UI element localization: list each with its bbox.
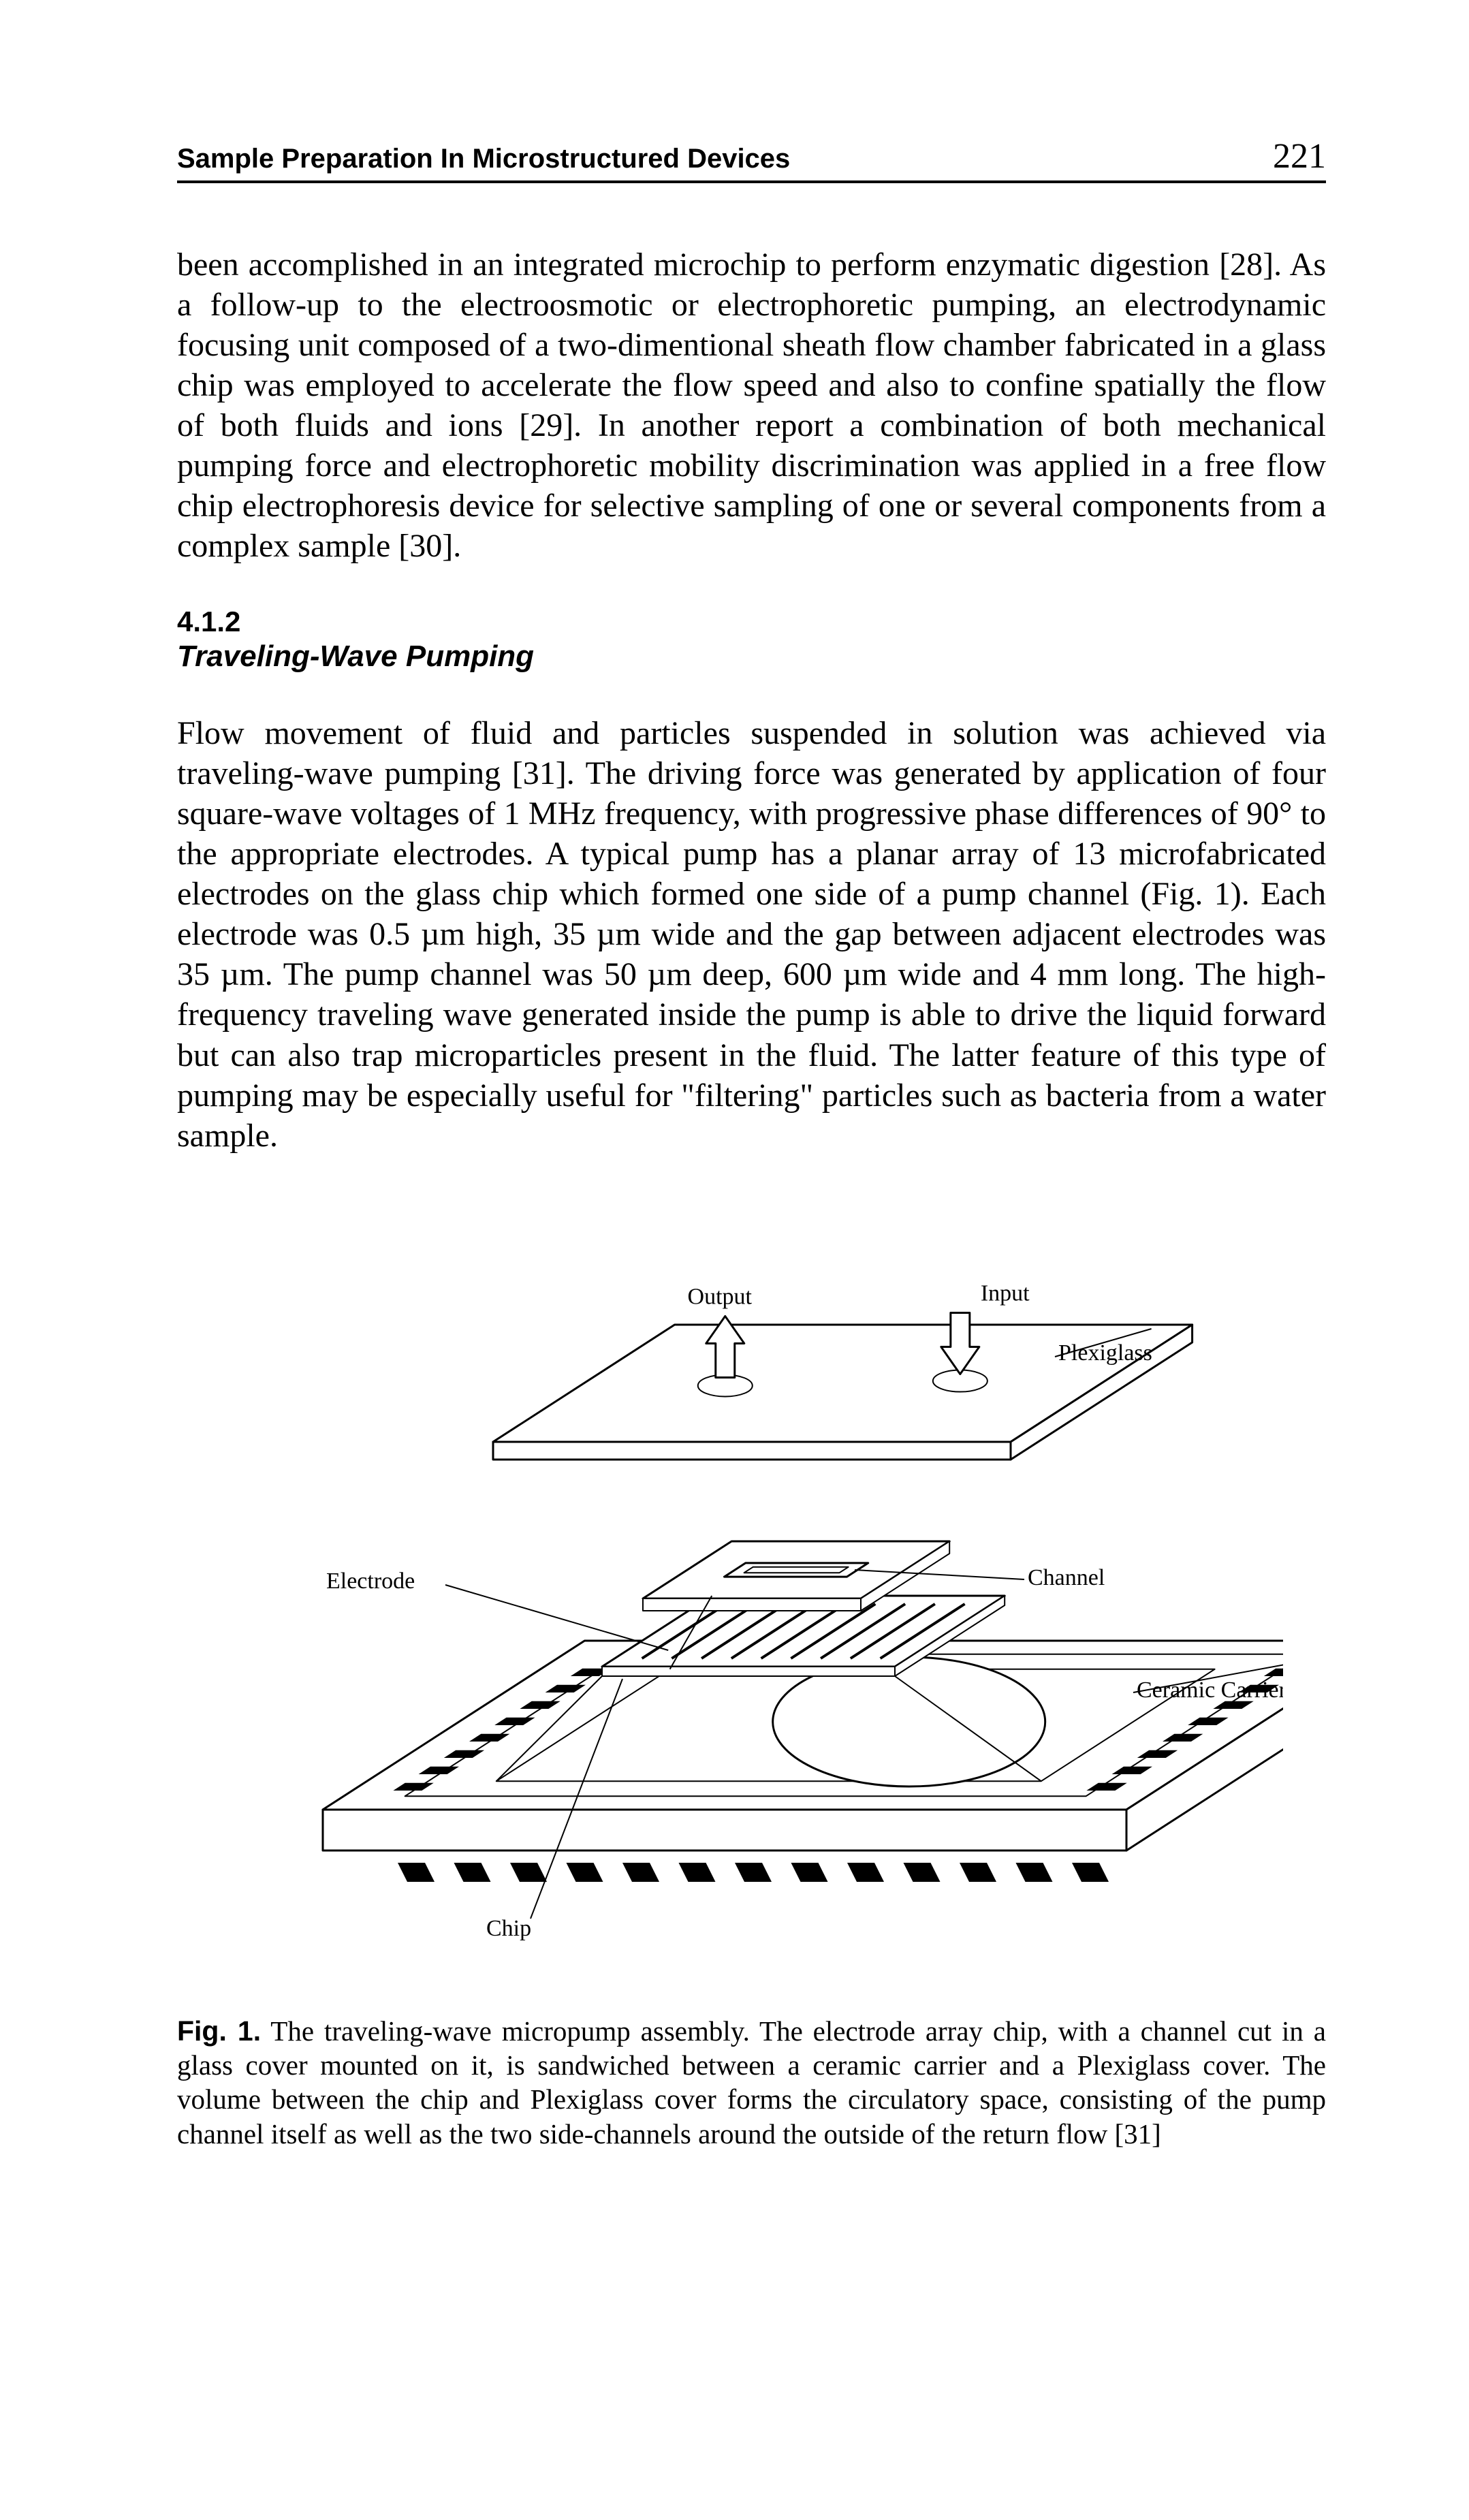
svg-text:Plexiglass: Plexiglass <box>1058 1340 1152 1366</box>
running-title: Sample Preparation In Microstructured De… <box>177 144 790 174</box>
running-head: Sample Preparation In Microstructured De… <box>177 136 1326 183</box>
figure-caption-text: The traveling-wave micropump assembly. T… <box>177 2015 1326 2149</box>
page: Sample Preparation In Microstructured De… <box>0 0 1469 2520</box>
svg-text:Electrode: Electrode <box>326 1569 415 1594</box>
figure-caption: Fig. 1. The traveling-wave micropump ass… <box>177 2014 1326 2152</box>
page-number: 221 <box>1273 136 1326 176</box>
svg-text:Output: Output <box>687 1284 752 1309</box>
body-paragraph-1: been accomplished in an integrated micro… <box>177 245 1326 566</box>
figure-label: Fig. 1. <box>177 2015 261 2047</box>
section-number: 4.1.2 <box>177 605 1326 638</box>
section-title: Traveling-Wave Pumping <box>177 640 1326 674</box>
micropump-diagram: Output Input Plexiglass Channel Electrode Cer… <box>221 1217 1283 1987</box>
svg-text:Channel: Channel <box>1028 1565 1105 1590</box>
figure: Output Input Plexiglass Channel Electrode Cer… <box>177 1217 1326 1987</box>
body-paragraph-2: Flow movement of fluid and particles sus… <box>177 713 1326 1155</box>
svg-text:Ceramic Carrier: Ceramic Carrier <box>1137 1678 1283 1703</box>
svg-text:Input: Input <box>980 1280 1029 1306</box>
svg-text:Chip: Chip <box>486 1916 531 1941</box>
